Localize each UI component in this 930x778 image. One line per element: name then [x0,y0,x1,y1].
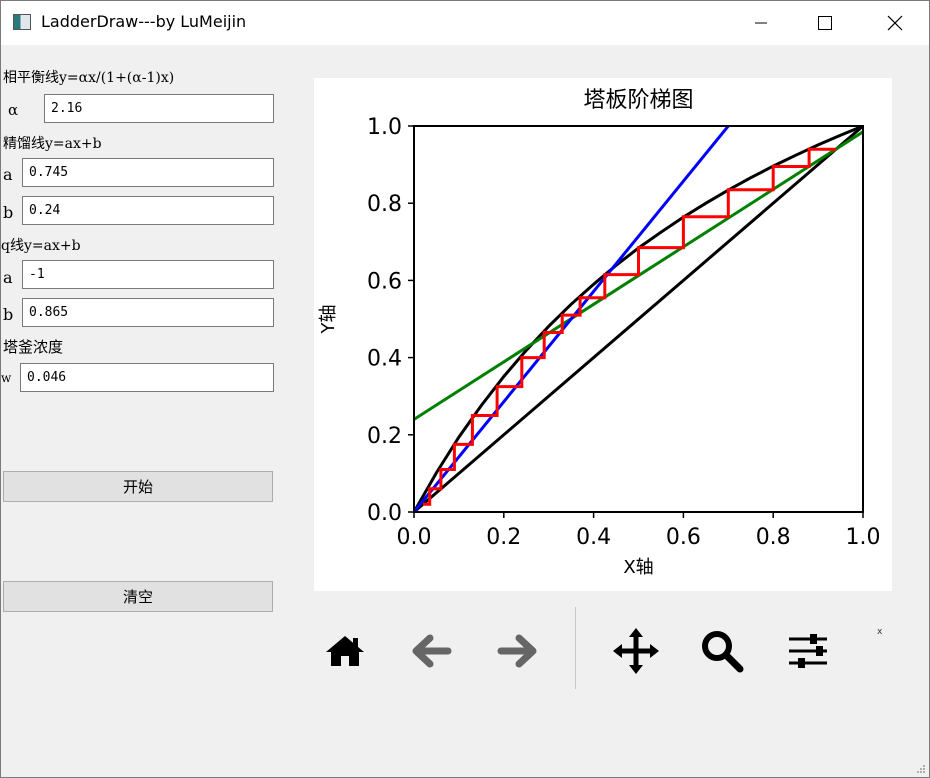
maximize-icon [818,16,832,30]
back-arrow-icon [412,634,452,668]
rect-b-label: b [3,203,14,222]
y-tick-label: 0.0 [367,501,402,526]
q-b-input[interactable]: 0.865 [22,298,274,327]
y-tick-label: 0.2 [367,424,402,449]
pan-button[interactable] [608,623,664,679]
chart-title: 塔板阶梯图 [583,88,693,113]
window-title: LadderDraw---by LuMeijin [41,12,247,31]
plot-canvas[interactable]: 塔板阶梯图 0.0 0.2 0.4 0.6 0.8 1.0 0.0 0.2 0.4 0.6 0.8 1.… [314,78,892,591]
q-a-input[interactable]: -1 [22,260,274,289]
alpha-label: α [8,101,19,119]
y-tick-label: 0.4 [367,347,402,372]
q-b-label: b [3,305,14,324]
configure-subplots-icon [789,634,827,668]
zoom-icon [702,631,744,673]
y-axis-label: Y轴 [318,305,339,335]
close-icon [887,15,903,31]
equilibrium-line-title: 相平衡线y=αx/(1+(α-1)x) [3,70,175,86]
x-tick-label: 0.4 [576,525,611,550]
home-icon [326,636,364,666]
axes-frame [413,125,864,513]
w-input[interactable]: 0.046 [20,363,274,392]
minimize-button[interactable] [738,1,784,45]
resize-grip-icon[interactable] [916,764,926,774]
bottoms-concentration-title: 塔釜浓度 [3,338,64,356]
rect-b-input[interactable]: 0.24 [22,196,274,225]
ladder-chart: 塔板阶梯图 0.0 0.2 0.4 0.6 0.8 1.0 0.0 0.2 0.4 0.6 0.8 1.… [318,88,881,578]
minimize-icon [755,22,767,24]
coordinate-readout: x [877,627,883,637]
forward-button[interactable] [489,623,545,679]
alpha-input[interactable]: 2.16 [44,94,274,123]
x-tick-label: 0.6 [666,525,701,550]
x-tick-label: 0.0 [397,525,432,550]
zoom-button[interactable] [694,623,750,679]
home-button[interactable] [317,623,373,679]
q-line-title: q线y=ax+b [1,238,81,254]
x-axis-label: X轴 [623,557,653,578]
app-icon [13,14,31,30]
w-label: w [1,371,12,385]
pan-icon [613,628,659,674]
back-button[interactable] [404,623,460,679]
maximize-button[interactable] [802,1,848,45]
rectifying-line-title: 精馏线y=ax+b [3,136,102,152]
x-tick-label: 1.0 [846,525,881,550]
x-tick-label: 0.8 [756,525,791,550]
y-tick-label: 1.0 [367,115,402,140]
x-tick-label: 0.2 [486,525,521,550]
close-button[interactable] [872,1,918,45]
y-tick-label: 0.6 [367,269,402,294]
forward-arrow-icon [497,634,537,668]
step-ladder [423,147,837,506]
y-tick-label: 0.8 [367,192,402,217]
configure-subplots-button[interactable] [780,623,836,679]
start-button[interactable]: 开始 [3,471,273,502]
q-line [414,126,730,512]
diagonal-line [414,126,863,512]
q-a-label: a [3,268,13,287]
clear-button[interactable]: 清空 [3,581,273,612]
rect-a-label: a [3,165,13,184]
toolbar-separator [575,607,576,689]
rect-a-input[interactable]: 0.745 [22,158,274,187]
title-bar: LadderDraw---by LuMeijin [1,1,929,45]
